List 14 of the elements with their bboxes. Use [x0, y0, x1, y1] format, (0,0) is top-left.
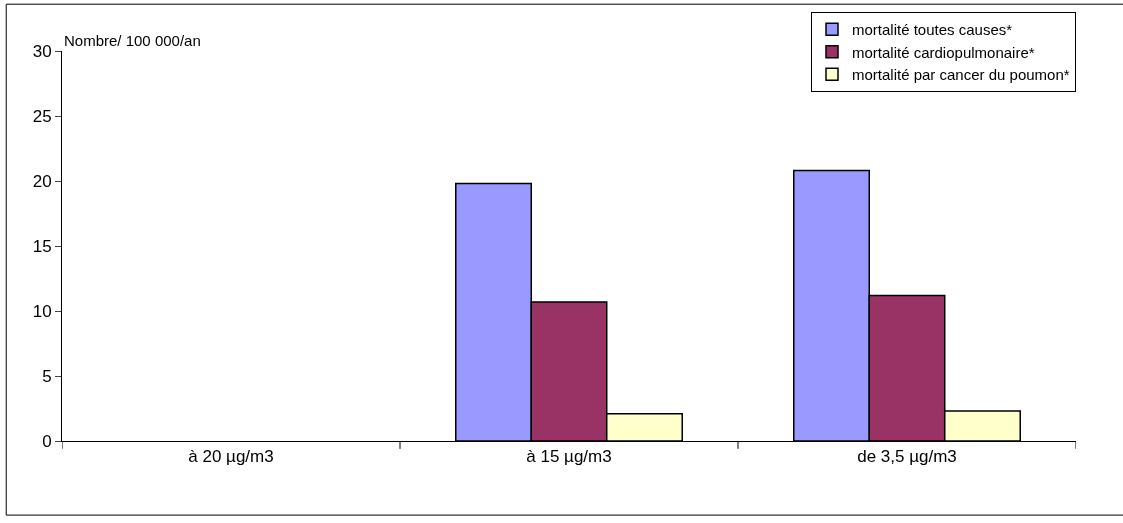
legend-label: mortalité cardiopulmonaire*: [852, 43, 1035, 61]
y-tick-label: 25: [32, 106, 52, 126]
y-tick-label: 30: [32, 41, 52, 61]
x-tick-label: de 3,5 µg/m3: [857, 447, 957, 467]
y-axis-title: Nombre/ 100 000/an: [64, 32, 201, 49]
legend-label: mortalité par cancer du poumon*: [852, 66, 1070, 84]
legend-label: mortalité toutes causes*: [852, 21, 1013, 39]
y-tick-label: 0: [42, 431, 52, 451]
x-tick-label: à 15 µg/m3: [526, 447, 612, 467]
y-tick-label: 10: [32, 301, 52, 321]
x-tick-label: à 20 µg/m3: [188, 447, 274, 467]
y-tick-label: 5: [42, 366, 52, 386]
y-tick-label: 20: [32, 171, 52, 191]
y-tick-label: 15: [32, 236, 52, 256]
